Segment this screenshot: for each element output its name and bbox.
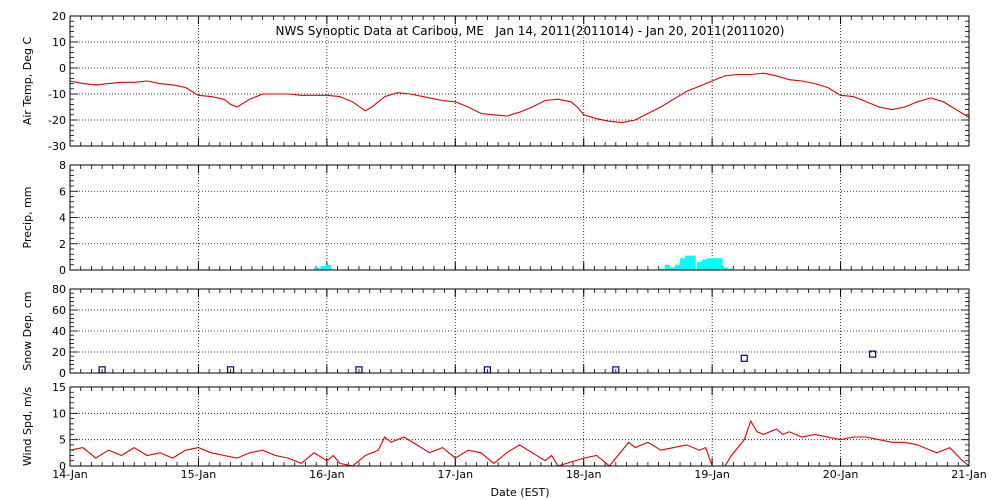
panel-air-temp: -30 -20 -10 0 10 20 Air Temp, Deg C xyxy=(21,10,970,153)
precip-bar xyxy=(707,258,713,270)
y-tick-label: 0 xyxy=(59,367,66,380)
y-tick-label: 80 xyxy=(52,283,66,296)
y-tick-label: 40 xyxy=(52,325,66,338)
precip-bar xyxy=(669,267,676,270)
y-tick-label: 15 xyxy=(52,381,66,394)
panels-group: -30 -20 -10 0 10 20 Air Temp, Deg C 0 2 4 6 8 Precip… xyxy=(21,10,987,481)
panel-frame xyxy=(69,386,970,467)
y-tick-label: 6 xyxy=(59,185,66,198)
x-tick-label: 19-Jan xyxy=(694,468,730,481)
y-tick-label: 0 xyxy=(59,264,66,277)
x-axis-label: Date (EST) xyxy=(490,486,549,499)
precip-bar xyxy=(696,262,703,270)
x-tick-label: 17-Jan xyxy=(438,468,474,481)
precip-bar xyxy=(320,266,326,270)
precip-bar xyxy=(658,268,664,270)
snow-depth-point xyxy=(740,354,748,362)
precip-bar xyxy=(701,259,708,270)
y-tick-label: -10 xyxy=(48,88,66,101)
series-line-air-temp xyxy=(69,72,970,124)
y-tick-label: 4 xyxy=(59,212,66,225)
y-tick-label: 60 xyxy=(52,304,66,317)
x-tick-label: 14-Jan xyxy=(52,468,88,481)
panel-frame xyxy=(69,164,970,271)
y-tick-label: 5 xyxy=(59,434,66,447)
y-axis-label: Wind Spd, m/s xyxy=(21,387,34,467)
precip-bar xyxy=(325,264,331,270)
precip-bar xyxy=(722,267,728,270)
panel-wind-speed: 0 5 10 15 Wind Spd, m/s xyxy=(21,381,970,473)
precip-bar xyxy=(685,255,691,270)
precip-bar xyxy=(712,258,718,270)
precip-bar xyxy=(674,264,681,270)
y-tick-label: -20 xyxy=(48,114,66,127)
y-tick-label: 0 xyxy=(59,62,66,75)
precip-bar xyxy=(717,258,723,270)
panel-frame xyxy=(69,15,970,147)
x-tick-label: 18-Jan xyxy=(566,468,602,481)
y-tick-label: 20 xyxy=(52,346,66,359)
y-tick-label: 20 xyxy=(52,10,66,23)
panel-snow-depth: 0 20 40 60 80 Snow Dep, cm xyxy=(21,283,970,380)
precip-bar xyxy=(728,268,735,270)
precip-bar xyxy=(664,264,670,270)
x-tick-label: 15-Jan xyxy=(181,468,217,481)
snow-depth-point xyxy=(869,350,877,358)
series-line-wind-speed xyxy=(69,419,970,467)
y-tick-label: -30 xyxy=(48,140,66,153)
x-tick-label: 20-Jan xyxy=(823,468,859,481)
y-tick-label: 10 xyxy=(52,36,66,49)
y-tick-label: 2 xyxy=(59,238,66,251)
y-tick-label: 10 xyxy=(52,407,66,420)
precip-bar xyxy=(314,267,320,270)
y-tick-label: 8 xyxy=(59,159,66,172)
panel-precip: 0 2 4 6 8 Precip, mm xyxy=(21,159,970,277)
y-axis-label: Air Temp, Deg C xyxy=(21,37,34,126)
precip-bar xyxy=(680,258,686,270)
panel-frame xyxy=(69,288,970,374)
x-tick-label: 16-Jan xyxy=(309,468,345,481)
y-axis-label: Precip, mm xyxy=(21,187,34,249)
chart-title: NWS Synoptic Data at Caribou, ME Jan 14,… xyxy=(276,24,785,38)
y-axis-label: Snow Dep, cm xyxy=(21,291,34,370)
y-tick-label: 0 xyxy=(59,460,66,473)
precip-bar xyxy=(690,255,696,270)
x-tick-label: 21-Jan xyxy=(951,468,987,481)
